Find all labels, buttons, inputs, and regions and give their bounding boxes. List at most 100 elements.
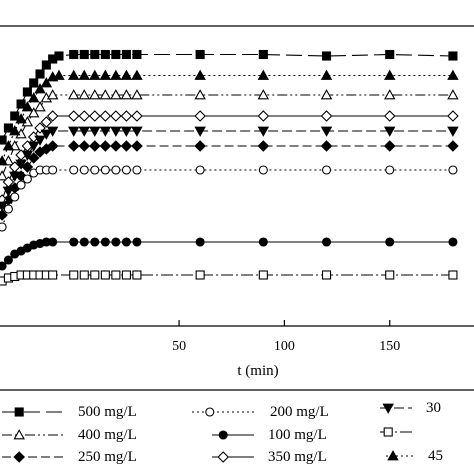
data-point	[78, 140, 91, 152]
data-point	[99, 140, 112, 152]
data-point	[385, 237, 395, 247]
legend-marker	[383, 427, 393, 437]
data-point	[100, 237, 110, 247]
legend-item: 400 mg/L	[0, 425, 158, 445]
legend-swatch	[192, 407, 256, 417]
data-point	[99, 126, 112, 137]
data-point	[447, 110, 459, 122]
data-point	[447, 69, 459, 80]
series-line	[1, 169, 453, 228]
data-point	[34, 101, 46, 112]
data-point	[67, 89, 80, 100]
data-point	[0, 261, 7, 271]
data-point	[447, 140, 459, 152]
data-point	[78, 110, 91, 122]
legend-swatch	[2, 451, 64, 463]
data-point	[0, 201, 8, 212]
legend-swatch	[212, 430, 254, 440]
data-point	[120, 110, 133, 122]
data-point	[383, 126, 396, 137]
data-point	[383, 140, 396, 152]
data-point	[320, 140, 333, 152]
legend-label: 500 mg/L	[78, 404, 137, 420]
legend-label: 350 mg/L	[268, 449, 327, 465]
legend-item: 200 mg/L	[190, 402, 350, 422]
data-point	[27, 141, 40, 152]
data-point	[79, 270, 89, 280]
legend-item	[378, 422, 474, 442]
legend-swatch	[386, 450, 414, 461]
data-point	[53, 69, 65, 80]
data-point	[3, 204, 13, 214]
data-point	[132, 237, 142, 247]
data-point	[447, 89, 459, 100]
data-point	[3, 123, 13, 133]
data-point	[385, 165, 395, 175]
data-point	[69, 270, 79, 280]
data-point	[258, 165, 268, 175]
data-point	[320, 89, 333, 100]
data-point	[22, 174, 32, 184]
data-point	[132, 270, 142, 280]
legend-swatch	[380, 403, 412, 414]
data-point	[110, 110, 122, 122]
data-point	[195, 270, 205, 280]
data-point	[89, 69, 101, 80]
legend-marker	[13, 429, 25, 440]
data-point	[100, 49, 110, 60]
legend-label: 30	[426, 400, 441, 416]
data-point	[69, 237, 79, 247]
data-point	[131, 69, 143, 80]
data-point	[111, 237, 121, 247]
data-point	[54, 51, 64, 61]
series-layer	[0, 49, 459, 286]
data-point	[15, 159, 27, 170]
data-point	[448, 51, 458, 61]
data-point	[194, 69, 206, 80]
legend-marker	[217, 451, 229, 463]
data-point	[9, 171, 21, 182]
data-point	[131, 89, 143, 100]
data-point	[385, 270, 395, 280]
data-point	[257, 126, 270, 137]
data-point	[15, 113, 27, 124]
data-point	[27, 152, 40, 164]
data-point	[29, 78, 39, 88]
data-point	[48, 237, 58, 247]
data-point	[90, 237, 100, 247]
legend-item: 100 mg/L	[210, 425, 348, 445]
data-point	[385, 49, 395, 60]
data-point	[110, 140, 122, 152]
x-tick-label: 50	[172, 339, 186, 354]
legend-swatch	[380, 427, 412, 437]
data-point	[120, 140, 133, 152]
data-point	[194, 126, 206, 137]
data-point	[448, 237, 458, 247]
data-point	[0, 155, 8, 166]
series-0	[0, 49, 458, 145]
data-point	[35, 69, 45, 79]
data-point	[120, 89, 133, 100]
data-point	[195, 165, 205, 175]
series-line	[1, 74, 453, 162]
data-point	[34, 135, 46, 146]
data-point	[2, 186, 15, 197]
data-point	[78, 89, 91, 100]
data-point	[121, 237, 131, 247]
data-point	[10, 111, 20, 121]
data-point	[79, 49, 89, 60]
data-point	[131, 110, 143, 122]
data-point	[2, 140, 15, 151]
data-point	[16, 99, 26, 109]
data-point	[131, 140, 143, 152]
data-point	[320, 126, 333, 137]
data-point	[383, 69, 396, 80]
data-point	[383, 89, 396, 100]
data-point	[69, 165, 79, 175]
legend-marker	[218, 430, 228, 440]
legend-label: 200 mg/L	[270, 404, 329, 420]
legend-label: 100 mg/L	[268, 427, 327, 443]
data-point	[257, 89, 270, 100]
data-point	[121, 49, 131, 60]
